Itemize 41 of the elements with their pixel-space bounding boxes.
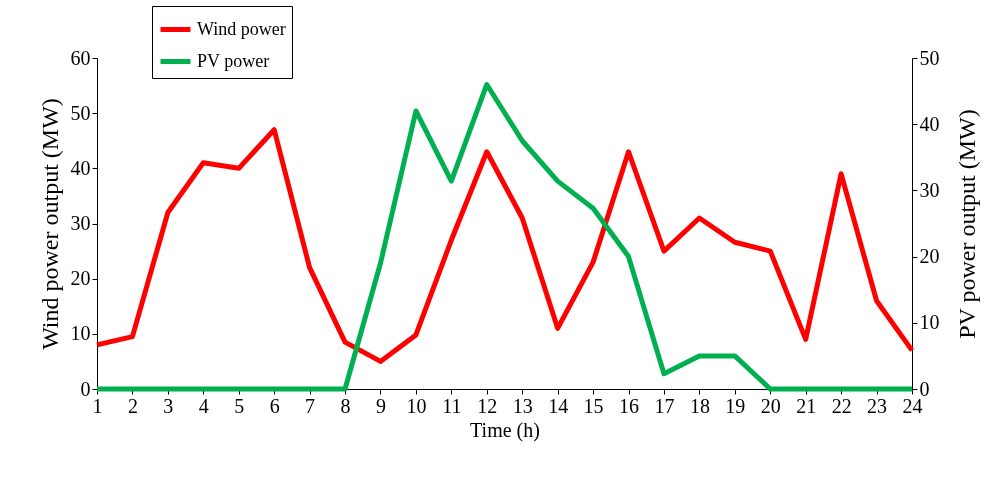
- x-tick-label: 4: [198, 394, 209, 417]
- y2-tick-label: 30: [919, 178, 940, 201]
- x-tick-label: 10: [406, 394, 427, 417]
- y-tick-label: 60: [70, 46, 91, 69]
- x-tick-label: 22: [831, 394, 852, 417]
- y2-tick-label: 50: [919, 46, 940, 69]
- legend-label: PV power: [197, 50, 270, 71]
- x-tick-label: 13: [512, 394, 533, 417]
- x-tick-label: 3: [163, 394, 174, 417]
- y-tick-label: 50: [70, 101, 91, 124]
- x-tick-label: 12: [477, 394, 498, 417]
- x-tick-label: 19: [725, 394, 746, 417]
- x-tick-label: 23: [867, 394, 888, 417]
- x-tick-label: 1: [92, 394, 103, 417]
- y-tick-label: 40: [70, 156, 91, 179]
- y-tick-label: 20: [70, 267, 91, 290]
- y-tick-label: 0: [80, 377, 91, 400]
- y-tick-label: 10: [70, 322, 91, 345]
- x-tick-label: 21: [796, 394, 817, 417]
- x-tick-label: 18: [689, 394, 710, 417]
- y-axis-title: Wind power output (MW): [36, 98, 63, 350]
- x-tick-label: 5: [234, 394, 245, 417]
- x-tick-label: 14: [548, 394, 569, 417]
- x-axis-title: Time (h): [470, 418, 540, 442]
- y2-tick-label: 40: [919, 112, 940, 135]
- y2-axis-title: PV power output (MW): [953, 109, 980, 339]
- x-tick-label: 15: [583, 394, 604, 417]
- y2-tick-label: 20: [919, 245, 940, 268]
- y-tick-label: 30: [70, 212, 91, 234]
- x-tick-label: 11: [442, 394, 462, 417]
- x-tick-label: 2: [127, 394, 138, 417]
- x-tick-label: 20: [760, 394, 781, 417]
- x-tick-label: 9: [375, 394, 386, 417]
- y2-tick-label: 10: [919, 311, 940, 334]
- legend-label: Wind power: [197, 18, 286, 39]
- x-tick-label: 6: [269, 394, 280, 417]
- x-tick-label: 16: [619, 394, 640, 417]
- x-tick-label: 17: [654, 394, 675, 417]
- x-tick-label: 7: [305, 394, 316, 417]
- y2-tick-label: 0: [919, 377, 930, 400]
- x-tick-label: 8: [340, 394, 351, 417]
